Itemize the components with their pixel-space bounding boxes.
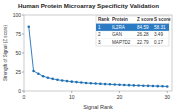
x-label: Signal Rank [83, 104, 113, 110]
table-rule [96, 38, 169, 39]
marker [56, 78, 59, 81]
plot-frame [24, 15, 172, 91]
marker [47, 76, 50, 79]
y-tick-label: 0 [18, 88, 21, 94]
marker [27, 25, 30, 28]
marker [123, 84, 126, 87]
table-cell: 84.59 [137, 25, 149, 30]
y-tick-label: 75 [15, 31, 21, 37]
marker [90, 82, 93, 85]
y-tick-label: 25 [15, 69, 21, 75]
marker [66, 80, 69, 83]
marker [156, 85, 159, 88]
marker [104, 83, 107, 86]
table-highlight [96, 24, 169, 32]
x-tick-label: 30 [164, 94, 170, 100]
marker [161, 85, 164, 88]
table-cell: 58.31 [154, 25, 166, 30]
x-tick-label: 0 [23, 94, 26, 100]
marker [109, 83, 112, 86]
marker [113, 83, 116, 86]
table-rule [96, 23, 169, 24]
marker [85, 82, 88, 85]
table-cell: IL2RA [112, 25, 126, 30]
y-tick [22, 53, 24, 54]
marker [128, 84, 131, 87]
line [29, 27, 167, 87]
y-tick-label: 50 [15, 50, 21, 56]
table-cell: 3.49 [154, 32, 163, 37]
table-cell: MAP7D2 [112, 40, 131, 45]
table-header: Protein [112, 17, 128, 22]
table-header: S score [154, 17, 171, 22]
y-label: Strength of Signal (Z score) [3, 24, 8, 81]
table-cell: GAN [112, 32, 122, 37]
marker [42, 75, 45, 78]
y-tick [22, 15, 24, 16]
marker [61, 79, 64, 82]
table-cell: 0.17 [154, 40, 163, 45]
table-cell: 1 [98, 25, 101, 30]
y-tick-label: 100 [13, 12, 22, 18]
table-cell: 22.79 [137, 40, 149, 45]
marker [94, 82, 97, 85]
y-tick [22, 34, 24, 35]
marker [166, 85, 169, 88]
plot-area [27, 25, 168, 87]
x-tick-label: 10 [69, 94, 75, 100]
marker [152, 85, 155, 88]
title: Human Protein Microarray Specificity Val… [18, 2, 159, 9]
table-cell: 2 [98, 32, 101, 37]
marker [70, 80, 73, 83]
marker [51, 78, 54, 81]
table-rule [96, 31, 169, 32]
table-cell: 26.28 [137, 32, 149, 37]
marker [32, 70, 35, 73]
marker [37, 72, 40, 75]
marker [137, 84, 140, 87]
y-tick [22, 72, 24, 73]
table-cell: 3 [98, 40, 101, 45]
marker [118, 83, 121, 86]
marker [142, 84, 145, 87]
y-tick [22, 91, 24, 92]
marker [75, 81, 78, 84]
marker [133, 84, 136, 87]
table-header: Z score [137, 17, 154, 22]
marker [147, 85, 150, 88]
x-tick-label: 20 [117, 94, 123, 100]
marker [80, 81, 83, 84]
marker [99, 83, 102, 86]
table-header: Rank [98, 17, 110, 22]
